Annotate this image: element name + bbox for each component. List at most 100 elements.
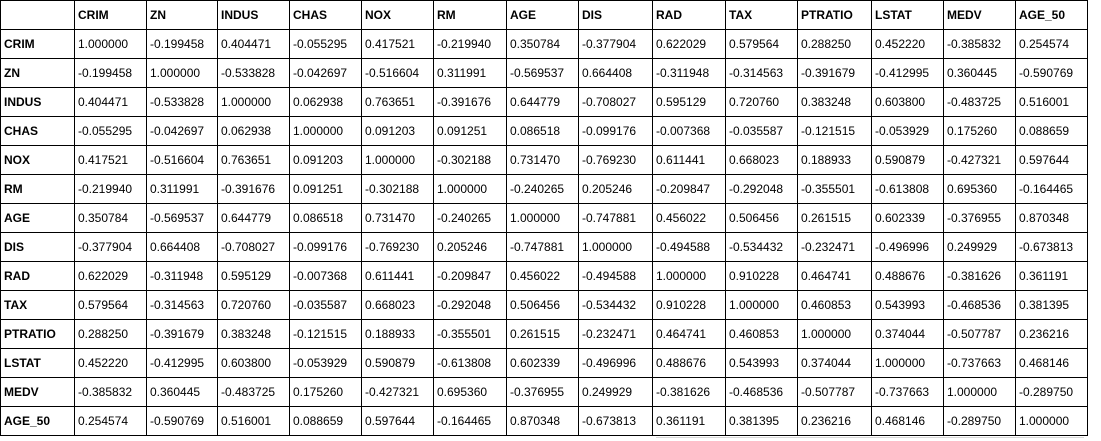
table-cell: 0.579564 xyxy=(725,29,798,59)
table-cell: -0.385832 xyxy=(74,377,147,407)
horizontal-scrollbar[interactable] xyxy=(656,437,1084,438)
column-header: ZN xyxy=(146,0,218,30)
table-cell: 0.288250 xyxy=(74,319,147,349)
row-header: MEDV xyxy=(0,377,75,407)
table-cell: 1.000000 xyxy=(217,87,290,117)
table-cell: 0.763651 xyxy=(217,145,290,175)
table-cell: -0.035587 xyxy=(725,116,798,146)
table-cell: 0.350784 xyxy=(506,29,579,59)
table-cell: 0.468146 xyxy=(1015,348,1088,378)
table-cell: -0.376955 xyxy=(943,203,1016,233)
table-cell: 0.383248 xyxy=(797,87,872,117)
table-cell: 0.374044 xyxy=(797,348,872,378)
table-cell: 0.236216 xyxy=(1015,319,1088,349)
table-cell: 0.254574 xyxy=(1015,29,1088,59)
table-cell: 1.000000 xyxy=(361,145,434,175)
table-row: ZN -0.199458 1.000000 -0.533828 -0.042697 -0.… xyxy=(0,58,1088,88)
row-header: PTRATIO xyxy=(0,319,75,349)
table-cell: 0.595129 xyxy=(652,87,726,117)
table-cell: 1.000000 xyxy=(74,29,147,59)
table-cell: 0.695360 xyxy=(943,174,1016,204)
table-cell: -0.494588 xyxy=(578,261,653,291)
table-cell: -0.302188 xyxy=(433,145,507,175)
row-header: CHAS xyxy=(0,116,75,146)
table-cell: 0.603800 xyxy=(871,87,944,117)
table-cell: 0.062938 xyxy=(217,116,290,146)
table-cell: 0.910228 xyxy=(652,290,726,320)
table-cell: -0.055295 xyxy=(289,29,362,59)
table-cell: 0.361191 xyxy=(1015,261,1088,291)
table-cell: 0.088659 xyxy=(1015,116,1088,146)
table-cell: 0.236216 xyxy=(797,406,872,436)
table-cell: 0.088659 xyxy=(289,406,362,436)
table-cell: -0.055295 xyxy=(74,116,147,146)
table-cell: 0.288250 xyxy=(797,29,872,59)
table-cell: 0.091203 xyxy=(361,116,434,146)
table-cell: 0.361191 xyxy=(652,406,726,436)
table-cell: 0.664408 xyxy=(578,58,653,88)
column-header: RM xyxy=(433,0,507,30)
table-cell: -0.240265 xyxy=(506,174,579,204)
table-cell: 0.664408 xyxy=(146,232,218,262)
table-cell: -0.533828 xyxy=(217,58,290,88)
column-header: RAD xyxy=(652,0,726,30)
table-cell: -0.289750 xyxy=(1015,377,1088,407)
table-cell: 0.456022 xyxy=(652,203,726,233)
table-cell: -0.391679 xyxy=(797,58,872,88)
correlation-table: CRIM ZN INDUS CHAS NOX RM AGE DIS RAD TAX PTRATIO L… xyxy=(0,0,1088,436)
row-header: AGE xyxy=(0,203,75,233)
table-cell: 0.381395 xyxy=(725,406,798,436)
table-cell: -0.708027 xyxy=(217,232,290,262)
table-cell: 1.000000 xyxy=(506,203,579,233)
table-cell: -0.164465 xyxy=(433,406,507,436)
table-cell: -0.496996 xyxy=(578,348,653,378)
table-cell: 1.000000 xyxy=(433,174,507,204)
table-cell: -0.569537 xyxy=(146,203,218,233)
table-cell: 0.417521 xyxy=(74,145,147,175)
table-cell: 0.543993 xyxy=(871,290,944,320)
table-cell: 0.870348 xyxy=(1015,203,1088,233)
table-cell: 0.516001 xyxy=(217,406,290,436)
table-cell: 0.205246 xyxy=(578,174,653,204)
table-cell: -0.289750 xyxy=(943,406,1016,436)
column-header: LSTAT xyxy=(871,0,944,30)
table-cell: 0.622029 xyxy=(74,261,147,291)
table-cell: 0.086518 xyxy=(506,116,579,146)
table-cell: 0.383248 xyxy=(217,319,290,349)
table-cell: -0.534432 xyxy=(578,290,653,320)
table-cell: -0.673813 xyxy=(1015,232,1088,262)
table-cell: 0.644779 xyxy=(217,203,290,233)
table-cell: 0.404471 xyxy=(217,29,290,59)
table-cell: 0.460853 xyxy=(725,319,798,349)
table-cell: -0.209847 xyxy=(433,261,507,291)
table-cell: -0.412995 xyxy=(146,348,218,378)
table-cell: 0.622029 xyxy=(652,29,726,59)
table-cell: -0.507787 xyxy=(943,319,1016,349)
table-cell: -0.613808 xyxy=(433,348,507,378)
table-cell: 1.000000 xyxy=(146,58,218,88)
table-cell: -0.533828 xyxy=(146,87,218,117)
table-cell: -0.468536 xyxy=(725,377,798,407)
table-cell: 0.091251 xyxy=(433,116,507,146)
table-cell: 0.175260 xyxy=(943,116,1016,146)
table-row: LSTAT 0.452220 -0.412995 0.603800 -0.053929 0… xyxy=(0,348,1088,378)
row-header: LSTAT xyxy=(0,348,75,378)
table-cell: -0.590769 xyxy=(1015,58,1088,88)
table-cell: -0.121515 xyxy=(797,116,872,146)
header-row: CRIM ZN INDUS CHAS NOX RM AGE DIS RAD TAX PTRATIO L… xyxy=(0,0,1088,30)
table-cell: -0.314563 xyxy=(725,58,798,88)
row-header: TAX xyxy=(0,290,75,320)
table-cell: 0.091251 xyxy=(289,174,362,204)
table-cell: 0.763651 xyxy=(361,87,434,117)
table-cell: 0.249929 xyxy=(943,232,1016,262)
table-cell: 0.731470 xyxy=(361,203,434,233)
row-header: RAD xyxy=(0,261,75,291)
table-cell: 0.668023 xyxy=(725,145,798,175)
table-cell: 0.417521 xyxy=(361,29,434,59)
column-header: NOX xyxy=(361,0,434,30)
table-cell: -0.769230 xyxy=(361,232,434,262)
table-cell: 0.595129 xyxy=(217,261,290,291)
table-cell: 1.000000 xyxy=(943,377,1016,407)
table-cell: -0.053929 xyxy=(871,116,944,146)
table-cell: 0.611441 xyxy=(361,261,434,291)
